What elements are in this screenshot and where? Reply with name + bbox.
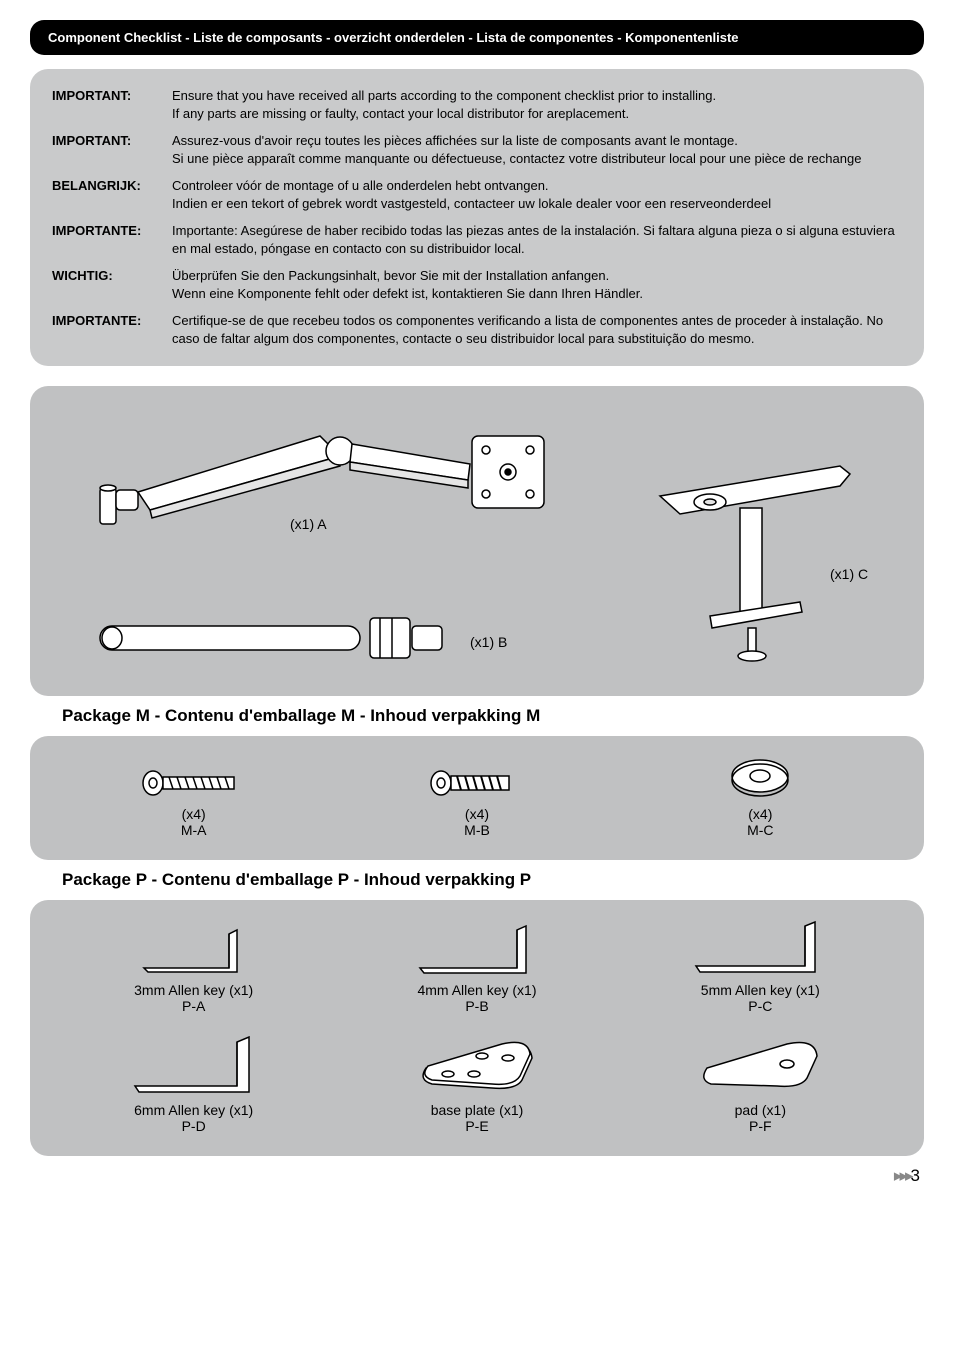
package-m-panel: (x4) M-A (x4) M-B xyxy=(30,736,924,860)
part-code: P-A xyxy=(182,998,205,1014)
package-p-panel: 3mm Allen key (x1) P-A 4mm Allen key (x1… xyxy=(30,900,924,1156)
part-name: base plate (x1) xyxy=(431,1102,524,1118)
important-text: Ensure that you have received all parts … xyxy=(172,87,902,122)
part-b-label: (x1) B xyxy=(470,634,507,650)
important-row: BELANGRIJK: Controleer vóór de montage o… xyxy=(52,177,902,212)
allen-key-icon xyxy=(129,1036,259,1096)
part-name: pad (x1) xyxy=(735,1102,786,1118)
washer-icon xyxy=(725,756,795,800)
important-label: WICHTIG: xyxy=(52,267,172,302)
part-qty: (x4) xyxy=(182,806,206,822)
arrow-icon: ▸▸▸ xyxy=(894,1166,911,1185)
part-m-c: (x4) M-C xyxy=(619,756,902,838)
part-name: 4mm Allen key (x1) xyxy=(417,982,536,998)
part-p-c: 5mm Allen key (x1) P-C xyxy=(619,920,902,1014)
base-plate-icon xyxy=(412,1036,542,1096)
important-text: Importante: Asegúrese de haber recibido … xyxy=(172,222,902,257)
important-label: IMPORTANT: xyxy=(52,87,172,122)
part-p-d: 6mm Allen key (x1) P-D xyxy=(52,1036,335,1134)
part-name: 3mm Allen key (x1) xyxy=(134,982,253,998)
page-number: 3 xyxy=(911,1166,920,1185)
important-row: WICHTIG: Überprüfen Sie den Packungsinha… xyxy=(52,267,902,302)
part-code: P-F xyxy=(749,1118,772,1134)
screw-icon xyxy=(427,766,527,800)
page-footer: ▸▸▸3 xyxy=(30,1166,924,1186)
part-m-b: (x4) M-B xyxy=(335,766,618,838)
allen-key-icon xyxy=(134,926,254,976)
part-code: M-A xyxy=(181,822,207,838)
part-code: M-B xyxy=(464,822,490,838)
part-name: 5mm Allen key (x1) xyxy=(701,982,820,998)
part-c-label: (x1) C xyxy=(830,566,868,582)
part-p-e: base plate (x1) P-E xyxy=(335,1036,618,1134)
important-text: Certifique-se de que recebeu todos os co… xyxy=(172,312,902,347)
pad-icon xyxy=(695,1036,825,1096)
important-row: IMPORTANT: Ensure that you have received… xyxy=(52,87,902,122)
important-panel: IMPORTANT: Ensure that you have received… xyxy=(30,69,924,366)
part-code: M-C xyxy=(747,822,773,838)
part-p-b: 4mm Allen key (x1) P-B xyxy=(335,924,618,1014)
monitor-arm-diagram xyxy=(40,396,890,676)
part-qty: (x4) xyxy=(748,806,772,822)
part-name: 6mm Allen key (x1) xyxy=(134,1102,253,1118)
allen-key-icon xyxy=(690,920,830,976)
important-row: IMPORTANTE: Importante: Asegúrese de hab… xyxy=(52,222,902,257)
part-qty: (x4) xyxy=(465,806,489,822)
important-row: IMPORTANT: Assurez-vous d'avoir reçu tou… xyxy=(52,132,902,167)
header-title: Component Checklist - Liste de composant… xyxy=(48,30,739,45)
part-code: P-B xyxy=(465,998,488,1014)
part-p-f: pad (x1) P-F xyxy=(619,1036,902,1134)
important-row: IMPORTANTE: Certifique-se de que recebeu… xyxy=(52,312,902,347)
allen-key-icon xyxy=(412,924,542,976)
screw-icon xyxy=(139,766,249,800)
important-text: Assurez-vous d'avoir reçu toutes les piè… xyxy=(172,132,902,167)
part-code: P-D xyxy=(182,1118,206,1134)
important-label: IMPORTANT: xyxy=(52,132,172,167)
important-text: Controleer vóór de montage of u alle ond… xyxy=(172,177,902,212)
part-m-a: (x4) M-A xyxy=(52,766,335,838)
package-p-title: Package P - Contenu d'emballage P - Inho… xyxy=(62,870,924,890)
important-label: IMPORTANTE: xyxy=(52,222,172,257)
part-p-a: 3mm Allen key (x1) P-A xyxy=(52,926,335,1014)
part-code: P-E xyxy=(465,1118,488,1134)
package-m-title: Package M - Contenu d'emballage M - Inho… xyxy=(62,706,924,726)
part-code: P-C xyxy=(748,998,772,1014)
header-bar: Component Checklist - Liste de composant… xyxy=(30,20,924,55)
part-a-label: (x1) A xyxy=(290,516,327,532)
important-label: BELANGRIJK: xyxy=(52,177,172,212)
important-label: IMPORTANTE: xyxy=(52,312,172,347)
main-diagram-panel: (x1) A (x1) B (x1) C xyxy=(30,386,924,696)
important-text: Überprüfen Sie den Packungsinhalt, bevor… xyxy=(172,267,902,302)
